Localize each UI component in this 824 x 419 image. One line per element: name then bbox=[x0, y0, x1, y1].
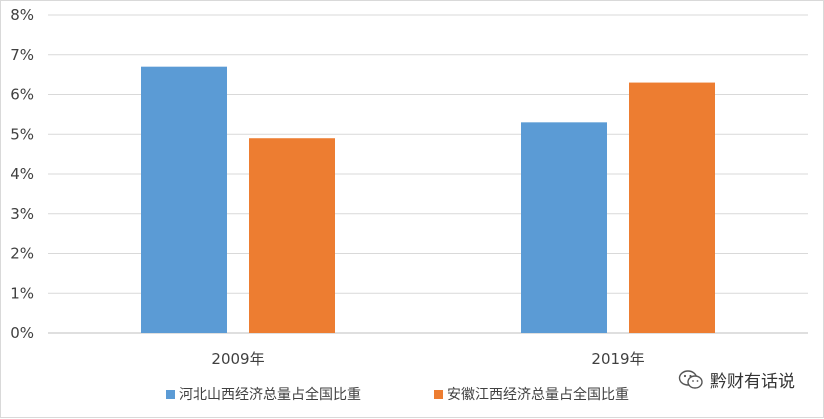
watermark-text: 黔财有话说 bbox=[710, 372, 795, 392]
legend-swatch bbox=[166, 390, 175, 399]
bar bbox=[141, 66, 227, 334]
y-tick-label: 3% bbox=[10, 205, 34, 223]
legend-swatch bbox=[434, 390, 443, 399]
x-tick-label: 2019年 bbox=[591, 350, 644, 368]
bar bbox=[521, 122, 607, 333]
y-tick-label: 7% bbox=[10, 46, 34, 64]
legend-label: 河北山西经济总量占全国比重 bbox=[179, 386, 361, 403]
y-tick-label: 8% bbox=[10, 6, 34, 24]
y-tick-label: 0% bbox=[10, 324, 34, 342]
watermark: 黔财有话说 bbox=[678, 367, 795, 392]
x-tick-label: 2009年 bbox=[211, 350, 264, 368]
y-tick-label: 1% bbox=[10, 284, 34, 302]
y-tick-label: 6% bbox=[10, 86, 34, 104]
bar bbox=[249, 138, 335, 333]
y-tick-label: 4% bbox=[10, 165, 34, 183]
y-tick-label: 2% bbox=[10, 245, 34, 263]
bar bbox=[629, 82, 715, 333]
wechat-icon bbox=[678, 369, 703, 389]
legend-label: 安徽江西经济总量占全国比重 bbox=[447, 386, 629, 403]
y-tick-label: 5% bbox=[10, 125, 34, 143]
